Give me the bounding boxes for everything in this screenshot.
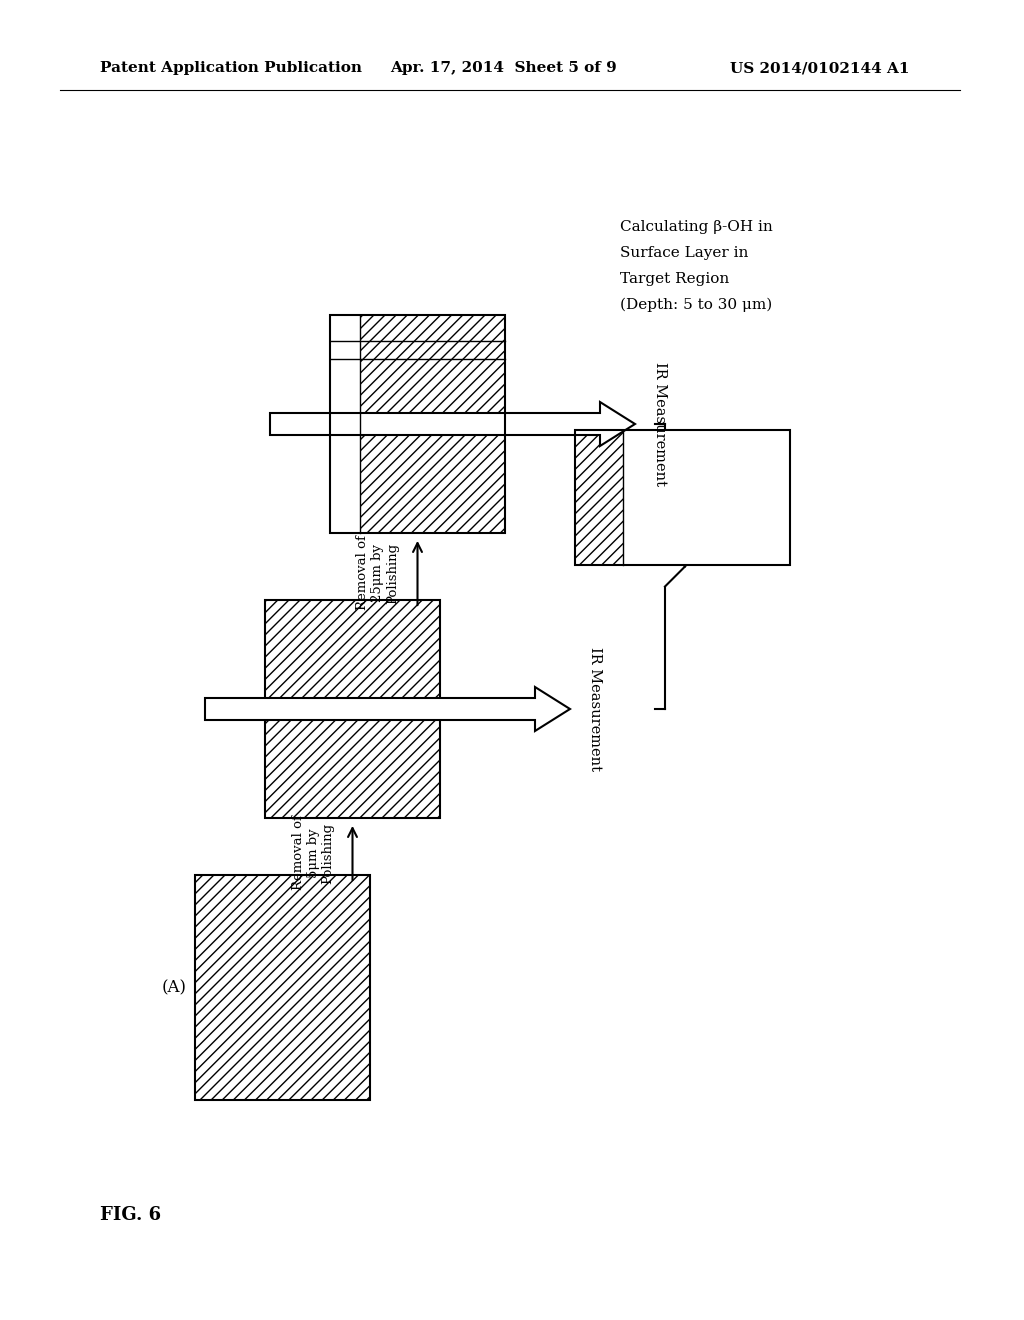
Bar xyxy=(623,430,790,565)
Text: (Depth: 5 to 30 μm): (Depth: 5 to 30 μm) xyxy=(620,298,772,313)
Text: Patent Application Publication: Patent Application Publication xyxy=(100,61,362,75)
Bar xyxy=(195,875,370,1100)
Text: Target Region: Target Region xyxy=(620,272,729,286)
Bar xyxy=(330,315,360,533)
Text: Calculating β-OH in: Calculating β-OH in xyxy=(620,220,773,234)
Text: FIG. 6: FIG. 6 xyxy=(100,1206,161,1224)
Text: Removal of
25μm by
Polishing: Removal of 25μm by Polishing xyxy=(356,536,399,610)
Text: (B): (B) xyxy=(231,701,257,718)
Text: (A): (A) xyxy=(162,979,187,997)
Text: US 2014/0102144 A1: US 2014/0102144 A1 xyxy=(730,61,909,75)
Text: (C): (C) xyxy=(296,416,322,433)
Text: Apr. 17, 2014  Sheet 5 of 9: Apr. 17, 2014 Sheet 5 of 9 xyxy=(390,61,616,75)
Bar xyxy=(575,430,790,565)
Text: IR Measurement: IR Measurement xyxy=(653,362,667,486)
Bar xyxy=(265,601,440,818)
FancyArrow shape xyxy=(270,403,635,446)
Text: IR Measurement: IR Measurement xyxy=(588,647,602,771)
Bar xyxy=(575,430,623,565)
Bar xyxy=(360,315,505,533)
FancyArrow shape xyxy=(205,686,570,731)
Text: Surface Layer in: Surface Layer in xyxy=(620,246,749,260)
Text: Removal of
5μm by
Polishing: Removal of 5μm by Polishing xyxy=(292,816,335,891)
Bar xyxy=(330,315,505,533)
